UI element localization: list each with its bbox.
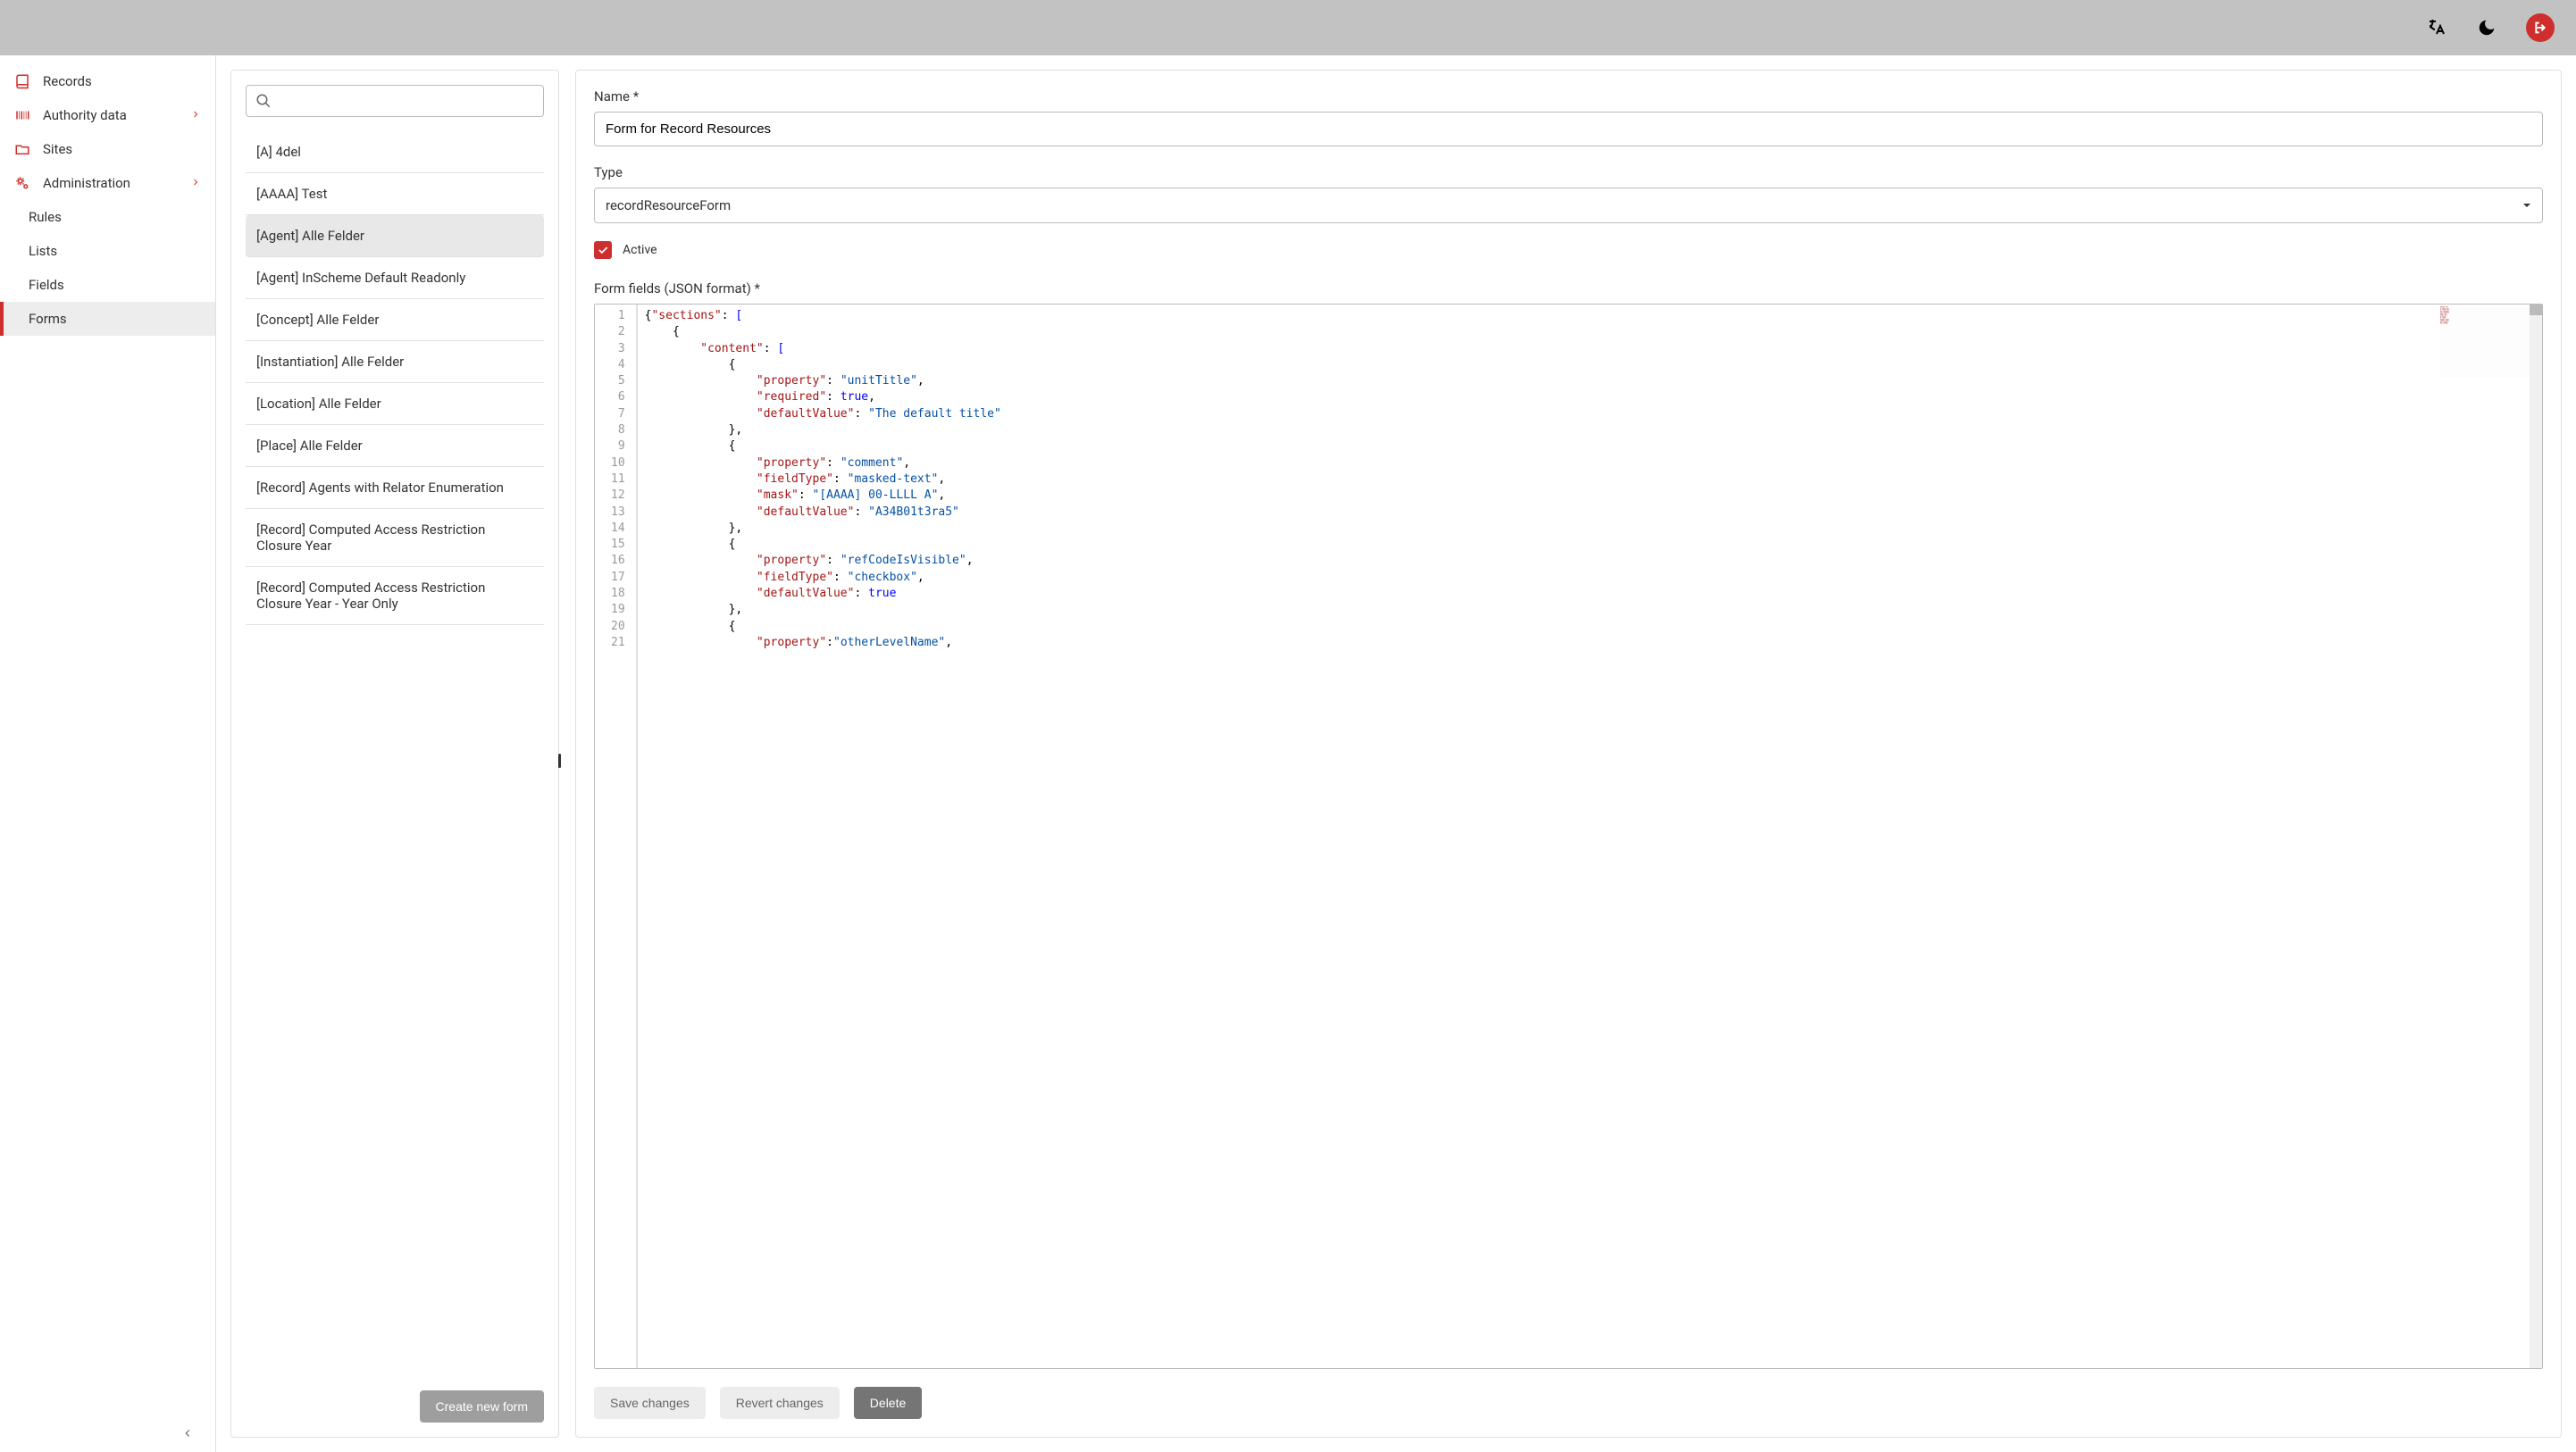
form-detail-panel: Name * Type recordResourceForm Active Fo… xyxy=(575,70,2562,1438)
check-icon xyxy=(597,244,609,256)
name-input[interactable] xyxy=(594,112,2543,146)
theme-toggle-icon[interactable] xyxy=(2476,17,2497,38)
sidebar-item-label: Administration xyxy=(43,175,130,191)
sidebar-item-label: Fields xyxy=(29,277,64,293)
chevron-right-icon xyxy=(190,175,201,191)
active-label: Active xyxy=(623,243,657,257)
sidebar-item-label: Sites xyxy=(43,141,72,157)
form-list-item[interactable]: [Record] Computed Access Restriction Clo… xyxy=(246,567,544,625)
search-icon xyxy=(255,93,272,109)
search-input[interactable] xyxy=(246,85,544,117)
sidebar-subitem-fields[interactable]: Fields xyxy=(0,268,215,302)
forms-list-panel: [A] 4del[AAAA] Test[Agent] Alle Felder[A… xyxy=(230,70,559,1438)
main-layout: Records Authority data Sites Administration… xyxy=(0,55,2576,1452)
sidebar-item-label: Authority data xyxy=(43,107,127,123)
sidebar-item-sites[interactable]: Sites xyxy=(0,132,215,166)
type-select[interactable]: recordResourceForm xyxy=(594,188,2543,223)
sidebar-collapse-button[interactable] xyxy=(181,1427,194,1443)
form-list-item[interactable]: [A] 4del xyxy=(246,131,544,173)
sidebar-item-label: Records xyxy=(43,73,92,89)
barcode-icon xyxy=(14,107,30,123)
language-icon[interactable] xyxy=(2426,17,2447,38)
json-code-editor[interactable]: 123456789101112131415161718192021 {"sect… xyxy=(594,304,2543,1369)
sidebar-item-administration[interactable]: Administration xyxy=(0,166,215,200)
active-checkbox[interactable] xyxy=(594,241,612,259)
folder-icon xyxy=(14,141,30,157)
form-list-item[interactable]: [Location] Alle Felder xyxy=(246,383,544,425)
sidebar-subitem-lists[interactable]: Lists xyxy=(0,234,215,268)
form-list-item[interactable]: [Agent] InScheme Default Readonly xyxy=(246,257,544,299)
form-list-item[interactable]: [Record] Computed Access Restriction Clo… xyxy=(246,509,544,567)
form-list-item[interactable]: [Concept] Alle Felder xyxy=(246,299,544,341)
sidebar-item-label: Forms xyxy=(29,311,67,327)
form-fields-label: Form fields (JSON format) * xyxy=(594,280,2543,296)
form-list-item[interactable]: [Agent] Alle Felder xyxy=(246,215,544,257)
create-form-button[interactable]: Create new form xyxy=(420,1390,544,1423)
main-content: [A] 4del[AAAA] Test[Agent] Alle Felder[A… xyxy=(216,55,2576,1452)
save-button[interactable]: Save changes xyxy=(594,1387,706,1419)
revert-button[interactable]: Revert changes xyxy=(720,1387,840,1419)
form-list-item[interactable]: [Place] Alle Felder xyxy=(246,425,544,467)
sidebar-item-authority-data[interactable]: Authority data xyxy=(0,98,215,132)
form-list-item[interactable]: [AAAA] Test xyxy=(246,173,544,215)
chevron-right-icon xyxy=(190,107,201,123)
user-avatar[interactable] xyxy=(2526,13,2555,42)
type-select-value: recordResourceForm xyxy=(606,197,731,213)
sidebar-item-label: Lists xyxy=(29,243,57,259)
sidebar-subitem-forms[interactable]: Forms xyxy=(0,302,215,336)
panel-resize-handle[interactable] xyxy=(559,70,563,1438)
form-list-item[interactable]: [Instantiation] Alle Felder xyxy=(246,341,544,383)
delete-button[interactable]: Delete xyxy=(854,1387,922,1419)
chevron-down-icon xyxy=(2522,201,2531,210)
code-gutter: 123456789101112131415161718192021 xyxy=(595,305,637,1368)
app-header xyxy=(0,0,2576,55)
type-label: Type xyxy=(594,164,2543,180)
sidebar-subitem-rules[interactable]: Rules xyxy=(0,200,215,234)
form-list-item[interactable]: [Record] Agents with Relator Enumeration xyxy=(246,467,544,509)
code-minimap[interactable]: ████ ███ ███ ████ ████████ ███ ███████ █… xyxy=(2440,306,2530,378)
sidebar-item-records[interactable]: Records xyxy=(0,64,215,98)
code-content[interactable]: {"sections": [ { "content": [ { "propert… xyxy=(637,305,2542,1368)
book-icon xyxy=(14,73,30,89)
name-label: Name * xyxy=(594,88,2543,104)
code-scrollbar[interactable] xyxy=(2530,305,2542,1368)
sidebar-item-label: Rules xyxy=(29,209,62,225)
form-list: [A] 4del[AAAA] Test[Agent] Alle Felder[A… xyxy=(231,131,558,1376)
gears-icon xyxy=(14,175,30,191)
sidebar: Records Authority data Sites Administration… xyxy=(0,55,216,1452)
